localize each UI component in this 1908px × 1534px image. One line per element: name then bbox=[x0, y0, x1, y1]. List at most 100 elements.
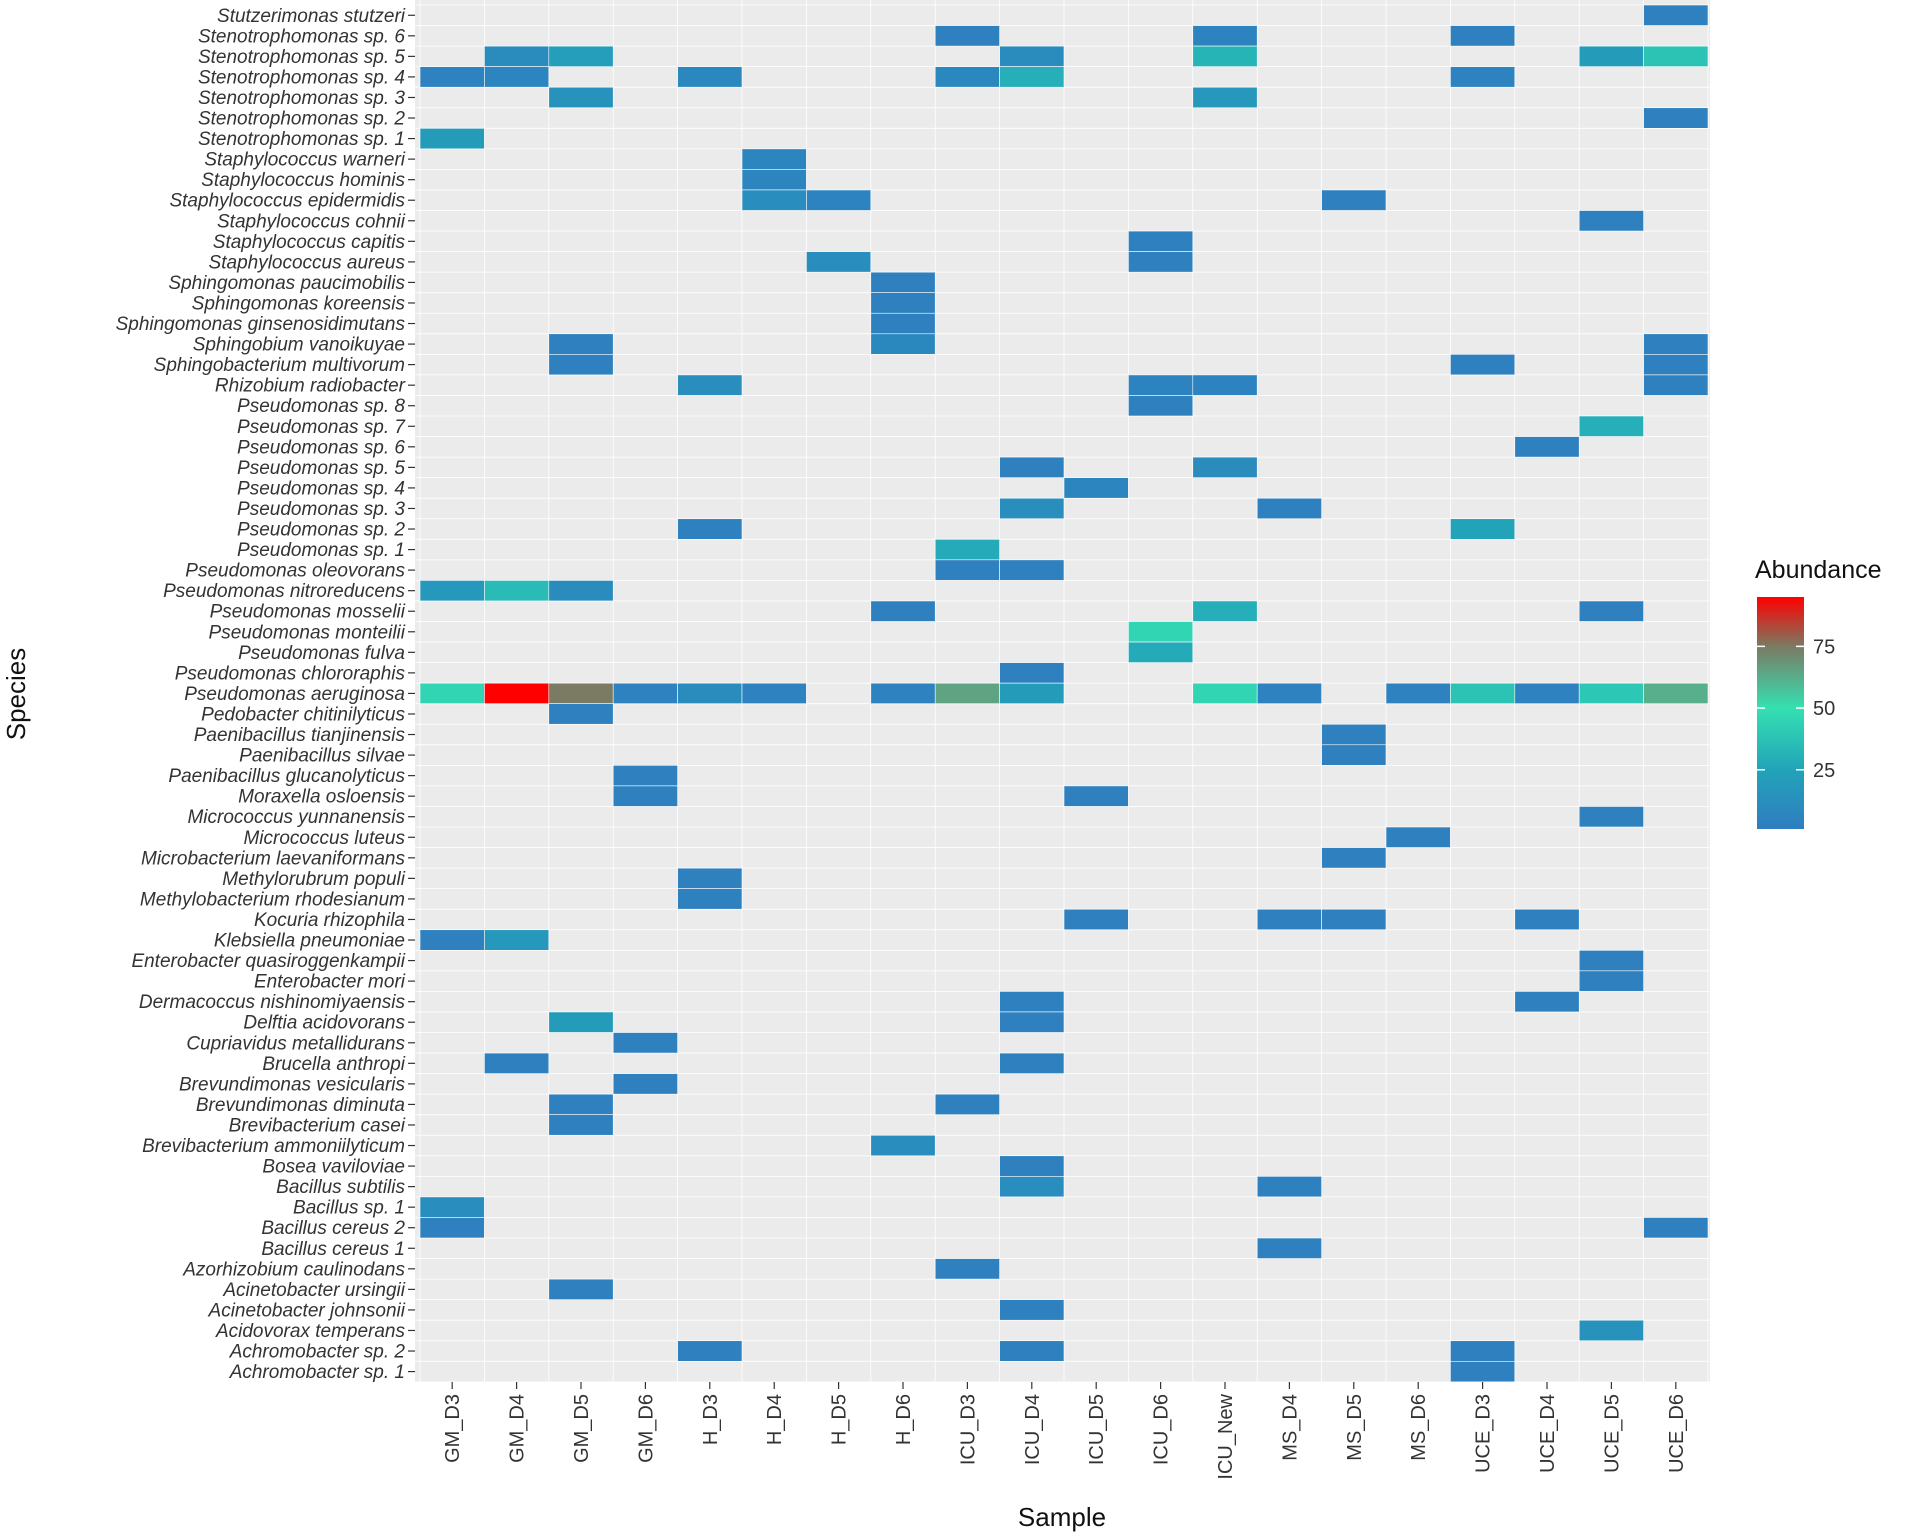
y-tick-label: Acidovorax temperans bbox=[215, 1321, 406, 1342]
heat-cell bbox=[1578, 1319, 1644, 1342]
heat-cell bbox=[1385, 682, 1451, 705]
y-tick-label: Brevundimonas diminuta bbox=[196, 1095, 405, 1116]
y-tick-label: Staphylococcus cohnii bbox=[217, 211, 406, 232]
heat-cell bbox=[677, 1340, 743, 1362]
heat-cell bbox=[1128, 395, 1194, 417]
heat-cell bbox=[1063, 785, 1129, 807]
heat-cell bbox=[1643, 333, 1709, 355]
heat-cell bbox=[1578, 45, 1644, 67]
heat-cell bbox=[1128, 251, 1194, 273]
heat-cell bbox=[548, 682, 614, 705]
heat-cell bbox=[1321, 908, 1387, 931]
y-tick-label: Cupriavidus metallidurans bbox=[186, 1033, 405, 1054]
y-tick-label: Paenibacillus silvae bbox=[239, 746, 405, 767]
heat-cell bbox=[548, 45, 614, 67]
heat-cell bbox=[934, 538, 1000, 561]
heat-cell bbox=[419, 580, 485, 602]
heat-cell bbox=[1192, 374, 1258, 396]
heat-cell bbox=[999, 662, 1065, 684]
heat-cell bbox=[1514, 436, 1580, 458]
y-tick-label: Pseudomonas sp. 8 bbox=[237, 396, 405, 417]
heat-cell bbox=[1385, 826, 1451, 848]
y-tick-label: Pseudomonas monteilii bbox=[209, 622, 406, 643]
y-tick-label: Micrococcus luteus bbox=[243, 828, 405, 849]
heat-cell bbox=[612, 765, 678, 787]
heat-cell bbox=[612, 682, 678, 705]
y-tick-label: Dermacoccus nishinomiyaensis bbox=[139, 992, 406, 1013]
heat-cell bbox=[1578, 415, 1644, 437]
x-axis-title: Sample bbox=[1018, 1502, 1106, 1532]
y-tick-label: Moraxella osloensis bbox=[238, 787, 405, 808]
heat-cell bbox=[1063, 908, 1129, 931]
x-tick-label: H_D6 bbox=[893, 1394, 915, 1445]
heat-cell bbox=[548, 86, 614, 109]
heat-cell bbox=[1321, 847, 1387, 869]
heat-cell bbox=[1450, 682, 1516, 705]
x-tick-label: H_D5 bbox=[829, 1394, 851, 1445]
heat-cell bbox=[999, 682, 1065, 705]
heat-cell bbox=[1643, 354, 1709, 376]
heat-cell bbox=[1514, 682, 1580, 705]
y-tick-label: Acinetobacter ursingii bbox=[222, 1280, 405, 1301]
heat-cell bbox=[999, 45, 1065, 67]
y-tick-label: Paenibacillus glucanolyticus bbox=[168, 766, 405, 787]
x-tick-label: H_D4 bbox=[764, 1394, 786, 1445]
y-tick-label: Brevundimonas vesicularis bbox=[179, 1074, 405, 1095]
x-tick-label: GM_D3 bbox=[442, 1394, 464, 1463]
y-tick-label: Pseudomonas chlororaphis bbox=[175, 663, 406, 684]
heat-cell bbox=[1578, 682, 1644, 705]
heat-cell bbox=[934, 559, 1000, 581]
y-tick-label: Staphylococcus hominis bbox=[201, 170, 405, 191]
y-tick-label: Sphingobacterium multivorum bbox=[154, 355, 405, 376]
y-tick-label: Pseudomonas sp. 7 bbox=[237, 417, 406, 438]
heat-cell bbox=[548, 1278, 614, 1300]
y-tick-label: Pseudomonas mosselii bbox=[210, 602, 406, 623]
y-tick-label: Staphylococcus warneri bbox=[204, 150, 405, 171]
y-tick-label: Pseudomonas sp. 4 bbox=[237, 478, 405, 499]
y-tick-label: Stenotrophomonas sp. 1 bbox=[198, 129, 405, 150]
y-tick-label: Pseudomonas sp. 3 bbox=[237, 499, 405, 520]
heat-cell bbox=[1450, 25, 1516, 47]
heat-cell bbox=[1578, 600, 1644, 622]
x-tick-label: UCE_D3 bbox=[1473, 1394, 1495, 1473]
y-tick-label: Bacillus subtilis bbox=[276, 1177, 405, 1198]
heat-cell bbox=[548, 703, 614, 725]
x-tick-label: ICU_D5 bbox=[1086, 1394, 1108, 1465]
heat-cell bbox=[870, 271, 936, 293]
heat-cell bbox=[870, 600, 936, 622]
x-tick-label: UCE_D4 bbox=[1537, 1394, 1559, 1473]
heat-cell bbox=[419, 1217, 485, 1239]
heat-cell bbox=[934, 1258, 1000, 1280]
heat-cell bbox=[1192, 45, 1258, 67]
y-tick-label: Brevibacterium casei bbox=[229, 1115, 406, 1136]
y-tick-label: Pseudomonas nitroreducens bbox=[163, 581, 405, 602]
heat-cell bbox=[741, 682, 807, 705]
heat-cell bbox=[419, 682, 485, 705]
heat-cells bbox=[419, 4, 1709, 1383]
heat-cell bbox=[1256, 908, 1322, 931]
y-tick-label: Bacillus sp. 1 bbox=[293, 1198, 405, 1219]
heat-cell bbox=[1192, 600, 1258, 622]
heat-cell bbox=[1450, 1361, 1516, 1383]
heat-cell bbox=[1643, 1217, 1709, 1239]
heat-cell bbox=[1321, 189, 1387, 211]
y-tick-label: Rhizobium radiobacter bbox=[215, 376, 406, 397]
y-tick-label: Staphylococcus aureus bbox=[209, 252, 406, 273]
heat-cell bbox=[999, 66, 1065, 88]
y-tick-label: Micrococcus yunnanensis bbox=[187, 807, 405, 828]
heat-cell bbox=[999, 1011, 1065, 1033]
heat-cell bbox=[1192, 86, 1258, 109]
heat-cell bbox=[870, 292, 936, 314]
y-tick-label: Pseudomonas sp. 5 bbox=[237, 458, 405, 479]
heat-cell bbox=[1063, 477, 1129, 499]
heat-cell bbox=[934, 1093, 1000, 1116]
x-tick-label: UCE_D5 bbox=[1601, 1394, 1623, 1473]
heat-cell bbox=[612, 1073, 678, 1095]
legend-tick-label: 75 bbox=[1813, 636, 1835, 658]
heat-cell bbox=[677, 867, 743, 889]
x-tick-label: ICU_D3 bbox=[957, 1394, 979, 1465]
heat-cell bbox=[677, 66, 743, 88]
heat-cell bbox=[548, 354, 614, 376]
heat-cell bbox=[419, 1196, 485, 1218]
